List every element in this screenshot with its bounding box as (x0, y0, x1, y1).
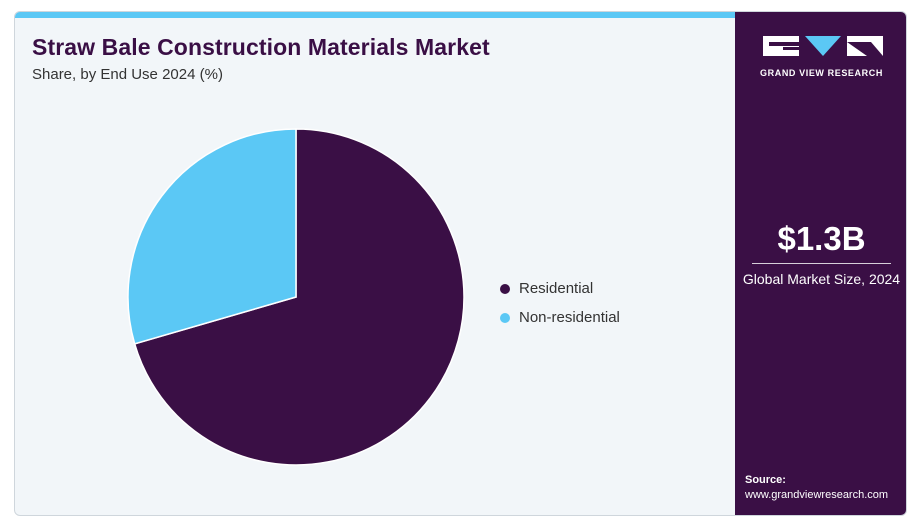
info-sidebar: GRAND VIEW RESEARCH $1.3B Global Market … (735, 12, 906, 515)
chart-subtitle: Share, by End Use 2024 (%) (32, 66, 223, 83)
legend-label: Residential (519, 280, 594, 297)
chart-card: Straw Bale Construction Materials Market… (14, 11, 907, 516)
legend-swatch (500, 283, 510, 294)
legend-item-residential: Residential (500, 274, 620, 303)
pie-slice-residential (133, 128, 465, 466)
accent-bar (15, 12, 735, 18)
divider (752, 263, 891, 264)
gvr-logo-icon (763, 36, 883, 56)
pie-slice-non-residential (127, 128, 297, 345)
market-size-value: $1.3B (777, 220, 866, 257)
legend-item-non-residential: Non-residential (500, 303, 620, 332)
legend-swatch (500, 312, 510, 323)
chart-title: Straw Bale Construction Materials Market (32, 34, 490, 60)
legend-label: Non-residential (519, 309, 620, 326)
source-label: Source: (745, 474, 786, 486)
source-link[interactable]: www.grandviewresearch.com (745, 489, 889, 501)
market-size-label: Global Market Size, 2024 (742, 271, 901, 287)
pie-chart (127, 128, 465, 466)
chart-panel: Straw Bale Construction Materials Market… (15, 12, 735, 515)
brand-name: GRAND VIEW RESEARCH (760, 68, 883, 78)
chart-legend: Residential Non-residential (500, 274, 620, 332)
